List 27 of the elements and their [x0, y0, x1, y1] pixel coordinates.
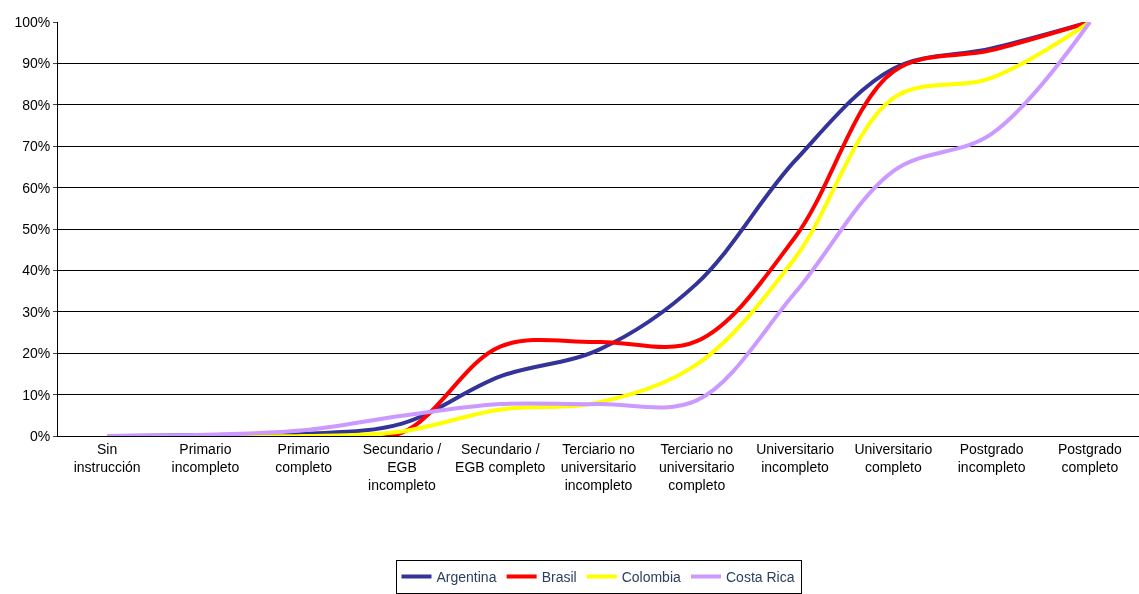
y-tick-label: 100%: [14, 13, 51, 30]
x-tick-label: Secundario / EGB completo: [455, 440, 546, 475]
y-tick-label: 50%: [22, 220, 51, 237]
y-tick-label: 30%: [22, 303, 51, 320]
y-tick-label: 20%: [22, 345, 51, 362]
x-tick-label: Terciario no universitario completo: [659, 440, 735, 494]
x-tick-label: Terciario no universitario incompleto: [560, 440, 637, 494]
y-tick-label: 0%: [29, 427, 51, 444]
x-tick-label: Universitario incompleto: [756, 440, 835, 475]
legend-label: Brasil: [541, 569, 577, 586]
y-tick-label: 90%: [22, 55, 51, 72]
x-tick-label: Postgrado incompleto: [957, 440, 1026, 475]
y-tick-label: 40%: [22, 262, 51, 279]
x-tick-label: Secundario / EGB incompleto: [362, 440, 442, 494]
x-tick-label: Sin instrucción: [73, 440, 141, 475]
x-tick-label: Postgrado completo: [1057, 440, 1122, 475]
x-tick-label: Primario incompleto: [171, 440, 240, 475]
x-tick-label: Universitario completo: [854, 440, 933, 475]
legend-label: Argentina: [436, 569, 497, 586]
legend-label: Costa Rica: [726, 569, 795, 586]
y-tick-label: 70%: [22, 138, 51, 155]
y-tick-label: 10%: [22, 386, 51, 403]
y-tick-label: 60%: [22, 179, 51, 196]
line-series: [105, 22, 1092, 436]
y-tick-label: 80%: [22, 96, 51, 113]
x-tick-label: Primario completo: [275, 440, 333, 475]
legend-label: Colombia: [621, 569, 682, 586]
